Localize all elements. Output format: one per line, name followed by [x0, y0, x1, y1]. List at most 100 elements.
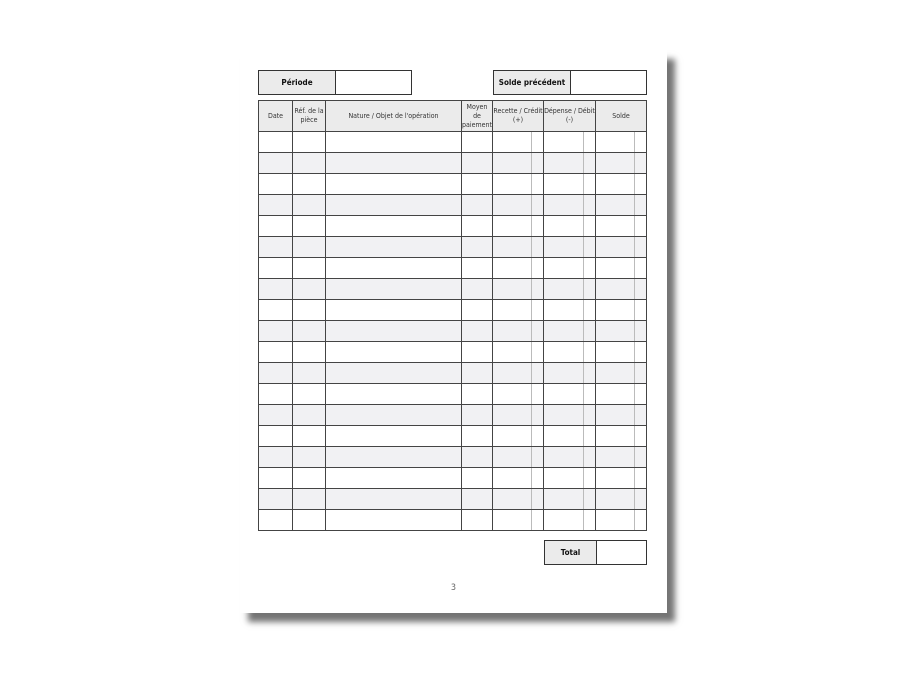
table-cell[interactable]: [461, 467, 493, 489]
table-cell[interactable]: [325, 131, 462, 153]
table-cell[interactable]: [292, 152, 326, 174]
table-cell[interactable]: [292, 278, 326, 300]
table-cell[interactable]: [595, 320, 647, 342]
table-cell[interactable]: [461, 488, 493, 510]
table-cell[interactable]: [292, 131, 326, 153]
table-cell[interactable]: [292, 236, 326, 258]
table-cell[interactable]: [461, 362, 493, 384]
table-cell[interactable]: [543, 383, 596, 405]
table-cell[interactable]: [292, 299, 326, 321]
table-cell[interactable]: [292, 467, 326, 489]
table-cell[interactable]: [461, 425, 493, 447]
table-cell[interactable]: [543, 509, 596, 531]
table-cell[interactable]: [595, 446, 647, 468]
table-cell[interactable]: [543, 236, 596, 258]
table-cell[interactable]: [461, 131, 493, 153]
table-cell[interactable]: [325, 278, 462, 300]
table-cell[interactable]: [258, 488, 293, 510]
table-cell[interactable]: [595, 299, 647, 321]
table-cell[interactable]: [325, 236, 462, 258]
table-cell[interactable]: [258, 383, 293, 405]
table-cell[interactable]: [492, 131, 544, 153]
table-cell[interactable]: [325, 173, 462, 195]
table-cell[interactable]: [492, 362, 544, 384]
table-cell[interactable]: [461, 299, 493, 321]
table-cell[interactable]: [543, 404, 596, 426]
table-cell[interactable]: [492, 341, 544, 363]
table-cell[interactable]: [292, 320, 326, 342]
table-cell[interactable]: [292, 383, 326, 405]
table-cell[interactable]: [461, 404, 493, 426]
table-cell[interactable]: [325, 194, 462, 216]
table-cell[interactable]: [492, 194, 544, 216]
table-cell[interactable]: [595, 509, 647, 531]
table-cell[interactable]: [461, 257, 493, 279]
table-cell[interactable]: [595, 215, 647, 237]
table-cell[interactable]: [325, 215, 462, 237]
table-cell[interactable]: [595, 488, 647, 510]
table-cell[interactable]: [595, 236, 647, 258]
table-cell[interactable]: [325, 404, 462, 426]
table-cell[interactable]: [292, 215, 326, 237]
table-cell[interactable]: [595, 425, 647, 447]
table-cell[interactable]: [595, 173, 647, 195]
table-cell[interactable]: [595, 383, 647, 405]
table-cell[interactable]: [258, 194, 293, 216]
period-field[interactable]: [335, 70, 412, 95]
table-cell[interactable]: [543, 131, 596, 153]
table-cell[interactable]: [461, 278, 493, 300]
table-cell[interactable]: [258, 404, 293, 426]
table-cell[interactable]: [258, 299, 293, 321]
table-cell[interactable]: [543, 488, 596, 510]
table-cell[interactable]: [543, 278, 596, 300]
table-cell[interactable]: [258, 467, 293, 489]
table-cell[interactable]: [461, 236, 493, 258]
table-cell[interactable]: [325, 299, 462, 321]
table-cell[interactable]: [492, 488, 544, 510]
table-cell[interactable]: [492, 257, 544, 279]
table-cell[interactable]: [325, 152, 462, 174]
table-cell[interactable]: [258, 425, 293, 447]
table-cell[interactable]: [292, 446, 326, 468]
table-cell[interactable]: [258, 509, 293, 531]
table-cell[interactable]: [292, 194, 326, 216]
table-cell[interactable]: [492, 446, 544, 468]
table-cell[interactable]: [595, 257, 647, 279]
table-cell[interactable]: [543, 467, 596, 489]
table-cell[interactable]: [543, 341, 596, 363]
table-cell[interactable]: [543, 425, 596, 447]
table-cell[interactable]: [543, 446, 596, 468]
table-cell[interactable]: [258, 236, 293, 258]
table-cell[interactable]: [543, 194, 596, 216]
table-cell[interactable]: [258, 173, 293, 195]
table-cell[interactable]: [492, 152, 544, 174]
table-cell[interactable]: [461, 509, 493, 531]
table-cell[interactable]: [292, 404, 326, 426]
table-cell[interactable]: [258, 152, 293, 174]
table-cell[interactable]: [461, 152, 493, 174]
table-cell[interactable]: [461, 173, 493, 195]
table-cell[interactable]: [258, 257, 293, 279]
table-cell[interactable]: [325, 257, 462, 279]
table-cell[interactable]: [543, 215, 596, 237]
table-cell[interactable]: [325, 320, 462, 342]
table-cell[interactable]: [258, 320, 293, 342]
table-cell[interactable]: [325, 383, 462, 405]
table-cell[interactable]: [492, 320, 544, 342]
table-cell[interactable]: [543, 173, 596, 195]
table-cell[interactable]: [258, 131, 293, 153]
table-cell[interactable]: [492, 299, 544, 321]
table-cell[interactable]: [325, 467, 462, 489]
previous-balance-field[interactable]: [570, 70, 647, 95]
table-cell[interactable]: [258, 278, 293, 300]
table-cell[interactable]: [461, 320, 493, 342]
table-cell[interactable]: [492, 404, 544, 426]
table-cell[interactable]: [461, 194, 493, 216]
table-cell[interactable]: [543, 362, 596, 384]
table-cell[interactable]: [461, 215, 493, 237]
table-cell[interactable]: [325, 488, 462, 510]
table-cell[interactable]: [292, 509, 326, 531]
table-cell[interactable]: [258, 362, 293, 384]
table-cell[interactable]: [325, 362, 462, 384]
table-cell[interactable]: [543, 320, 596, 342]
